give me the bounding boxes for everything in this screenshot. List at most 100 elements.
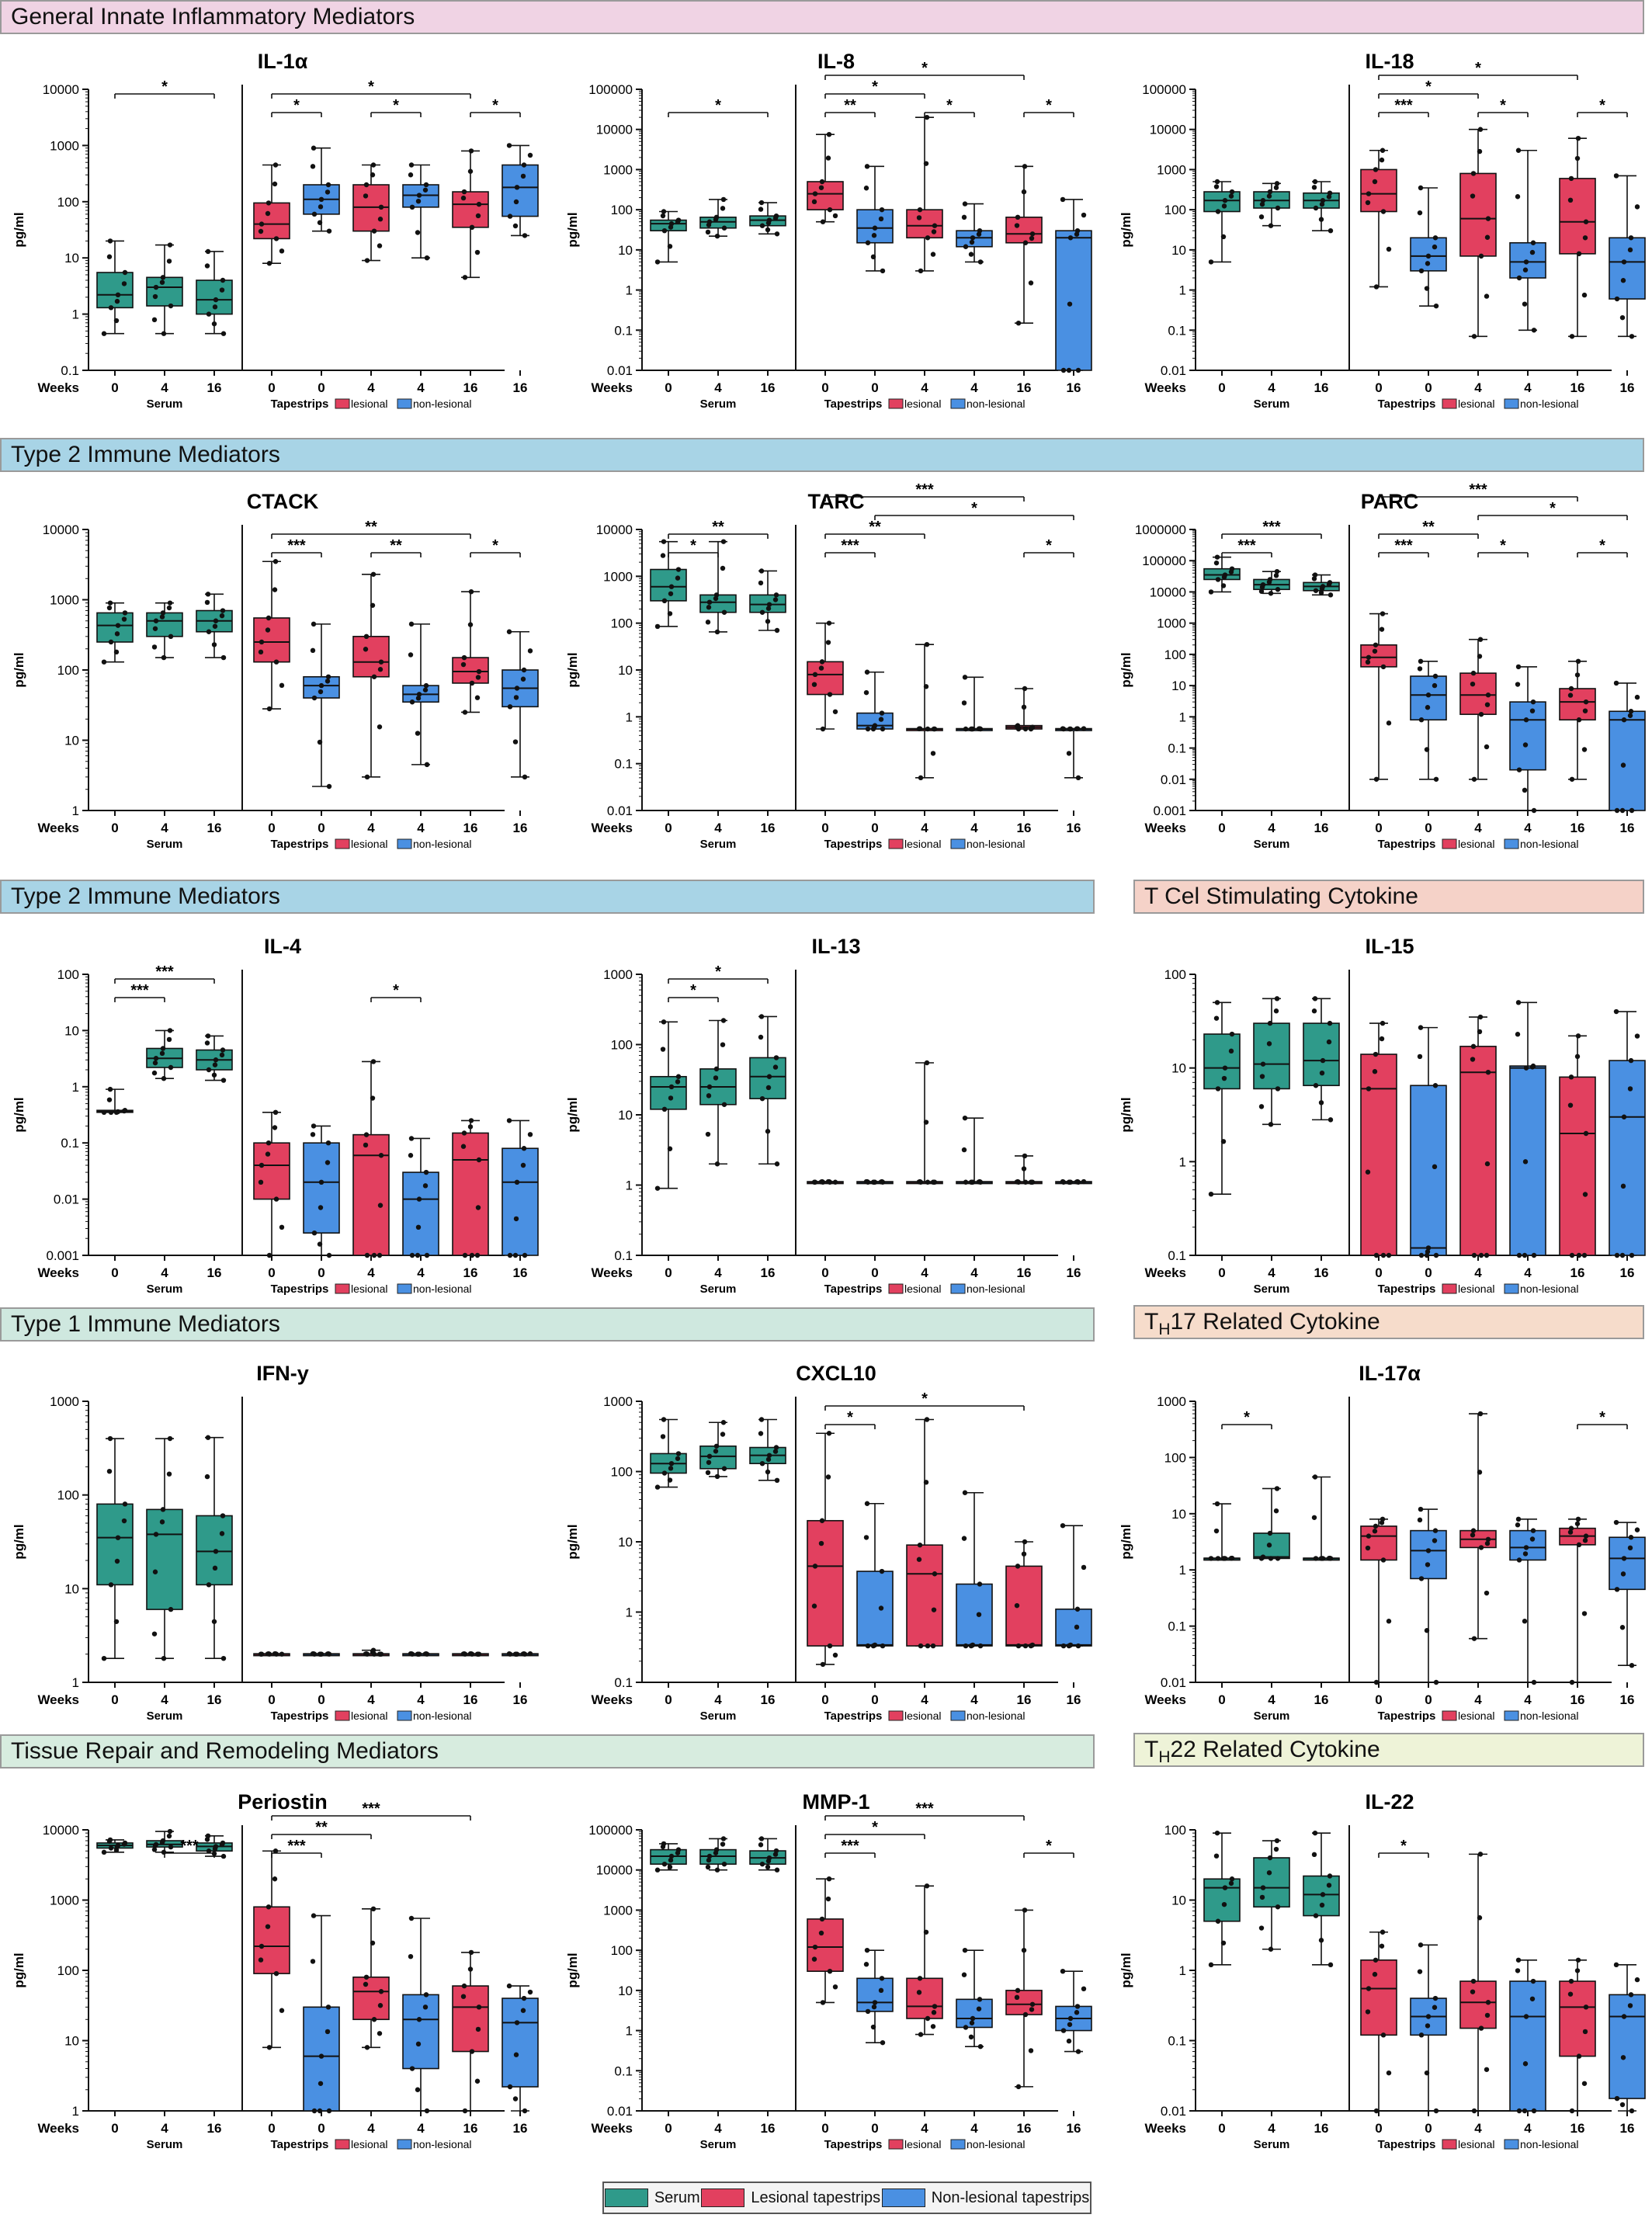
x-tick-label: 0	[871, 1265, 878, 1280]
data-point	[522, 1252, 528, 1258]
x-tick-label: 16	[1570, 1265, 1585, 1280]
data-point	[1478, 253, 1484, 259]
box-serum-week-0	[650, 1417, 687, 1490]
data-point	[879, 710, 885, 716]
tapestrips-group-label: Tapestrips	[824, 838, 883, 851]
data-point	[1515, 1968, 1521, 1973]
data-point	[1320, 1057, 1326, 1064]
data-point	[317, 2108, 323, 2114]
box-lesional-week-16	[1005, 1907, 1043, 2090]
y-tick-label: 0.01	[1161, 363, 1186, 378]
box-serum-week-0	[650, 209, 687, 265]
data-point	[1569, 1252, 1575, 1258]
data-point	[423, 1169, 429, 1175]
data-point	[1634, 204, 1640, 210]
weeks-label: Weeks	[37, 2121, 79, 2136]
y-tick-label: 10	[618, 1984, 633, 1998]
data-point	[932, 2004, 938, 2009]
data-point	[220, 654, 227, 661]
chart-title: TARC	[808, 490, 865, 513]
box-serum-week-4	[699, 1018, 737, 1167]
data-point	[931, 1607, 937, 1612]
y-tick-label: 100	[57, 663, 79, 678]
box-lesional-week-0	[807, 1431, 844, 1668]
data-point	[654, 259, 661, 265]
data-point	[1273, 1846, 1279, 1852]
data-point	[1515, 1032, 1521, 1037]
data-point	[1477, 1014, 1484, 1020]
x-tick-label: 16	[207, 2121, 222, 2136]
data-point	[415, 2041, 422, 2047]
data-point	[206, 1067, 212, 1073]
data-point	[765, 220, 772, 226]
data-point	[1022, 2011, 1029, 2018]
data-point	[1567, 1529, 1574, 1535]
data-point	[461, 1983, 467, 1989]
data-point	[415, 1252, 421, 1258]
data-point	[408, 621, 415, 627]
data-point	[1259, 585, 1265, 590]
y-tick-label: 0.001	[46, 1248, 79, 1263]
x-tick-label: 4	[1268, 1265, 1275, 1280]
significance-bracket: ***	[164, 1838, 215, 1858]
data-point	[1365, 1169, 1371, 1175]
weeks-label: Weeks	[591, 821, 633, 835]
data-point	[204, 1837, 210, 1842]
data-point	[1075, 2049, 1081, 2054]
data-point	[1432, 1164, 1438, 1170]
data-point	[1620, 762, 1626, 768]
data-point	[1215, 209, 1221, 214]
x-tick-label: 16	[513, 1692, 528, 1707]
box-nonlesional-week-0	[1410, 658, 1447, 782]
data-point	[107, 1435, 113, 1442]
x-tick-label: 4	[1474, 1692, 1482, 1707]
data-point	[1074, 1624, 1080, 1630]
y-tick-label: 0.1	[1168, 741, 1186, 756]
data-point	[720, 539, 727, 544]
box-iqr	[650, 1075, 687, 1110]
data-point	[1379, 1943, 1385, 1949]
data-point	[1478, 1545, 1484, 1550]
box-iqr	[1559, 688, 1596, 721]
data-point	[675, 1456, 681, 1461]
box-iqr	[96, 612, 134, 643]
nonlesional-label: non-lesional	[413, 2138, 472, 2150]
x-tick-label: 4	[1474, 821, 1482, 835]
data-point	[364, 774, 370, 780]
data-point	[1477, 1852, 1484, 1857]
data-point	[1320, 1892, 1326, 1897]
data-point	[1484, 744, 1490, 750]
significance-label: **	[365, 519, 377, 536]
data-point	[311, 211, 318, 217]
data-point	[101, 659, 107, 665]
box-iqr	[699, 1445, 737, 1470]
significance-label: **	[1422, 519, 1435, 536]
box-lesional-week-16	[1559, 1033, 1596, 1258]
data-point	[513, 2052, 519, 2057]
data-point	[1485, 216, 1491, 221]
data-point	[1220, 234, 1227, 240]
data-point	[1425, 692, 1432, 698]
nonlesional-swatch	[1504, 2139, 1519, 2150]
x-tick-label: 4	[970, 2121, 978, 2136]
data-point	[1074, 1606, 1081, 1612]
data-point	[714, 1867, 720, 1873]
data-point	[1081, 212, 1087, 218]
box-iqr	[253, 1906, 290, 1974]
data-point	[1582, 1192, 1588, 1197]
x-tick-label: 16	[463, 380, 478, 395]
data-point	[1522, 2108, 1528, 2114]
box-lesional-week-16	[1559, 1957, 1596, 2114]
data-point	[865, 726, 871, 732]
data-point	[1515, 194, 1521, 200]
data-point	[1471, 1252, 1477, 1258]
y-tick-label: 100	[1164, 967, 1186, 982]
data-point	[668, 1857, 674, 1863]
data-point	[474, 1651, 481, 1657]
tapestrips-group-label: Tapestrips	[271, 1709, 329, 1723]
data-point	[409, 204, 415, 210]
y-tick-label: 10	[64, 251, 79, 266]
data-point	[1373, 1523, 1379, 1529]
weeks-label: Weeks	[591, 2121, 633, 2136]
